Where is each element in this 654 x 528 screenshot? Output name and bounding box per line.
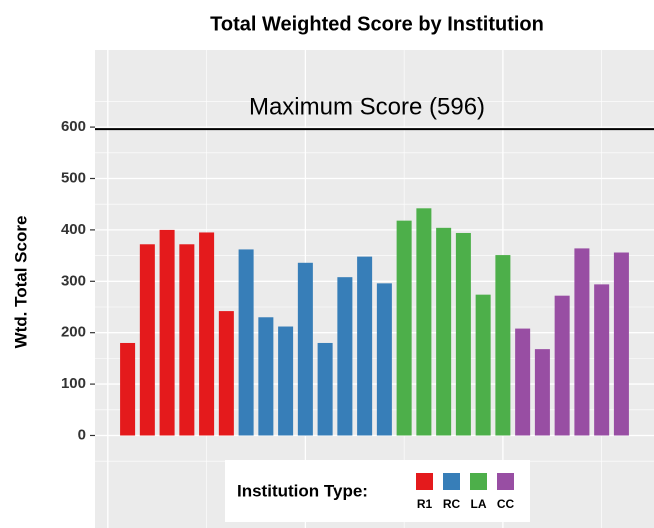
legend-key [470,473,487,490]
bar [337,277,353,436]
y-tick-label: 0 [78,426,86,443]
bar [396,220,412,436]
bar [278,326,294,436]
bar [120,342,136,436]
bar [179,244,195,436]
bar [199,232,215,436]
bar [534,349,550,436]
legend-label: R1 [417,497,433,511]
bar [455,232,471,436]
bar [376,283,392,436]
legend-key [443,473,460,490]
y-tick-label: 600 [61,118,86,135]
y-axis-label: Wtd. Total Score [11,216,30,349]
legend-label: RC [443,497,461,511]
y-tick-label: 400 [61,221,86,238]
plot-panel [95,50,654,528]
legend-key [416,473,433,490]
bar [317,342,333,436]
legend-title: Institution Type: [237,481,368,500]
y-tick-label: 100 [61,375,86,392]
y-tick-label: 200 [61,324,86,341]
legend-box [225,460,530,522]
bar [436,227,452,436]
bar [495,255,511,436]
bar [357,256,373,436]
bar [554,295,570,436]
bar [258,317,274,436]
bar [515,328,531,436]
bar [594,284,610,436]
y-tick-label: 500 [61,169,86,186]
bar [613,252,629,436]
legend-key [497,473,514,490]
bar [218,311,234,436]
y-tick-label: 300 [61,272,86,289]
bar [574,248,590,436]
bar [475,294,491,436]
legend-label: LA [471,497,487,511]
chart-title: Total Weighted Score by Institution [210,13,544,35]
bar [139,244,155,436]
legend-label: CC [497,497,515,511]
bar [238,249,254,436]
bar [416,208,432,436]
bar [159,229,175,436]
bar [297,262,313,436]
annotation: Maximum Score (596) [249,93,485,120]
